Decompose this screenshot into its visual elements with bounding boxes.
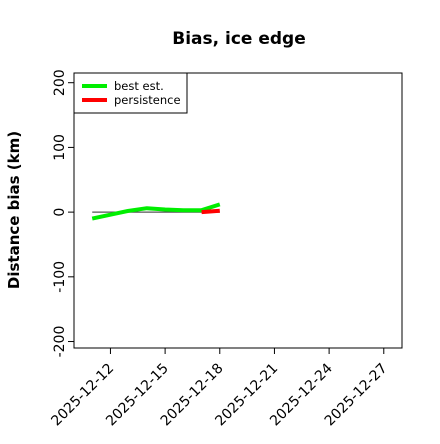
y-tick-label: -100	[52, 261, 68, 293]
y-axis-label: Distance bias (km)	[5, 131, 23, 289]
y-tick-label: 0	[52, 208, 68, 217]
y-tick-label: -200	[52, 326, 68, 358]
series-line-persistence	[201, 208, 220, 215]
legend-label: best est.	[114, 79, 164, 93]
y-tick-label: 200	[52, 69, 68, 96]
chart-title: Bias, ice edge	[172, 29, 306, 49]
y-tick-label: 100	[52, 134, 68, 161]
plot-frame	[73, 72, 403, 349]
legend-label: persistence	[114, 93, 181, 107]
plot-area: -200-10001002002025-12-122025-12-152025-…	[48, 69, 403, 429]
legend-box	[73, 72, 188, 114]
series-line-best-est	[91, 202, 221, 221]
legend: best est.persistence	[73, 72, 188, 114]
